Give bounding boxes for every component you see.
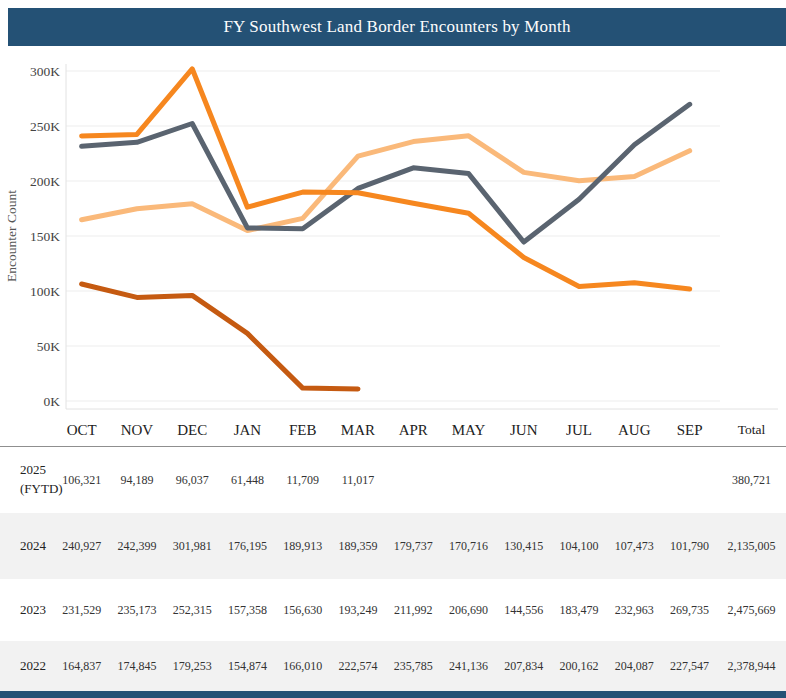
value-cell[interactable]: 242,399 bbox=[109, 539, 164, 554]
value-cell[interactable]: 106,321 bbox=[54, 473, 109, 488]
value-cell[interactable]: 193,249 bbox=[330, 603, 385, 618]
value-cell[interactable]: 130,415 bbox=[496, 539, 551, 554]
value-cell[interactable]: 207,834 bbox=[496, 659, 551, 674]
series-line-2025-fytd-[interactable] bbox=[82, 284, 358, 389]
value-cell[interactable]: 222,574 bbox=[330, 659, 385, 674]
footer-bar bbox=[0, 691, 786, 698]
value-cell[interactable]: 301,981 bbox=[165, 539, 220, 554]
value-cell[interactable]: 144,556 bbox=[496, 603, 551, 618]
row-label[interactable]: 2022 bbox=[0, 657, 54, 676]
column-header-apr[interactable]: APR bbox=[386, 422, 441, 439]
value-cell[interactable]: 107,473 bbox=[607, 539, 662, 554]
column-header-aug[interactable]: AUG bbox=[607, 422, 662, 439]
value-cell[interactable]: 164,837 bbox=[54, 659, 109, 674]
y-tick-label: 250K bbox=[30, 119, 60, 134]
value-cell[interactable]: 176,195 bbox=[220, 539, 275, 554]
total-cell[interactable]: 2,135,005 bbox=[717, 539, 786, 554]
value-cell[interactable]: 189,359 bbox=[330, 539, 385, 554]
y-tick-label: 200K bbox=[30, 174, 60, 189]
column-header-dec[interactable]: DEC bbox=[165, 422, 220, 439]
title-bar: FY Southwest Land Border Encounters by M… bbox=[8, 8, 786, 46]
table-row: 2022164,837174,845179,253154,874166,0102… bbox=[0, 641, 786, 691]
column-header-oct[interactable]: OCT bbox=[54, 422, 109, 439]
row-label[interactable]: 2025 (FYTD) bbox=[0, 461, 54, 499]
value-cell[interactable]: 231,529 bbox=[54, 603, 109, 618]
value-cell[interactable]: 157,358 bbox=[220, 603, 275, 618]
table-row: 2025 (FYTD)106,32194,18996,03761,44811,7… bbox=[0, 447, 786, 513]
column-header-feb[interactable]: FEB bbox=[275, 422, 330, 439]
value-cell[interactable]: 232,963 bbox=[607, 603, 662, 618]
table-row: 2024240,927242,399301,981176,195189,9131… bbox=[0, 513, 786, 579]
y-tick-label: 50K bbox=[37, 339, 61, 354]
y-tick-label: 300K bbox=[30, 64, 60, 79]
column-header-mar[interactable]: MAR bbox=[330, 422, 385, 439]
y-tick-label: 100K bbox=[30, 284, 60, 299]
value-cell[interactable]: 183,479 bbox=[551, 603, 606, 618]
series-line-2023[interactable] bbox=[82, 104, 690, 242]
total-cell[interactable]: 380,721 bbox=[717, 473, 786, 488]
total-cell[interactable]: 2,378,944 bbox=[717, 659, 786, 674]
value-cell[interactable]: 252,315 bbox=[165, 603, 220, 618]
value-cell[interactable]: 94,189 bbox=[109, 473, 164, 488]
report-container: FY Southwest Land Border Encounters by M… bbox=[0, 8, 786, 698]
value-cell[interactable]: 170,716 bbox=[441, 539, 496, 554]
y-tick-label: 0K bbox=[44, 394, 61, 409]
column-header-may[interactable]: MAY bbox=[441, 422, 496, 439]
value-cell[interactable]: 204,087 bbox=[607, 659, 662, 674]
value-cell[interactable]: 227,547 bbox=[662, 659, 717, 674]
value-cell[interactable]: 154,874 bbox=[220, 659, 275, 674]
value-cell[interactable]: 61,448 bbox=[220, 473, 275, 488]
value-cell[interactable]: 174,845 bbox=[109, 659, 164, 674]
y-tick-label: 150K bbox=[30, 229, 60, 244]
value-cell[interactable]: 11,017 bbox=[330, 473, 385, 488]
page-title: FY Southwest Land Border Encounters by M… bbox=[223, 17, 570, 37]
column-header-sep[interactable]: SEP bbox=[662, 422, 717, 439]
value-cell[interactable]: 241,136 bbox=[441, 659, 496, 674]
value-cell[interactable]: 101,790 bbox=[662, 539, 717, 554]
encounters-line-chart[interactable]: 0K 50K 100K 150K 200K 250K 300K Encounter Count bbox=[0, 46, 786, 414]
value-cell[interactable]: 206,690 bbox=[441, 603, 496, 618]
column-header-total[interactable]: Total bbox=[717, 422, 786, 438]
value-cell[interactable]: 235,785 bbox=[386, 659, 441, 674]
row-label[interactable]: 2024 bbox=[0, 537, 54, 556]
value-cell[interactable]: 166,010 bbox=[275, 659, 330, 674]
value-cell[interactable]: 11,709 bbox=[275, 473, 330, 488]
value-cell[interactable]: 211,992 bbox=[386, 603, 441, 618]
value-cell[interactable]: 96,037 bbox=[165, 473, 220, 488]
row-label[interactable]: 2023 bbox=[0, 601, 54, 620]
value-cell[interactable]: 179,737 bbox=[386, 539, 441, 554]
value-cell[interactable]: 269,735 bbox=[662, 603, 717, 618]
value-cell[interactable]: 179,253 bbox=[165, 659, 220, 674]
column-header-nov[interactable]: NOV bbox=[109, 422, 164, 439]
table-header-row: OCTNOVDECJANFEBMARAPRMAYJUNJULAUGSEPTota… bbox=[0, 414, 786, 446]
table-row: 2023231,529235,173252,315157,358156,6301… bbox=[0, 579, 786, 641]
column-header-jun[interactable]: JUN bbox=[496, 422, 551, 439]
value-cell[interactable]: 104,100 bbox=[551, 539, 606, 554]
value-cell[interactable]: 189,913 bbox=[275, 539, 330, 554]
value-cell[interactable]: 235,173 bbox=[109, 603, 164, 618]
value-cell[interactable]: 200,162 bbox=[551, 659, 606, 674]
y-axis-title: Encounter Count bbox=[4, 190, 19, 282]
chart-area: 0K 50K 100K 150K 200K 250K 300K Encounter Count bbox=[0, 46, 786, 414]
column-header-jan[interactable]: JAN bbox=[220, 422, 275, 439]
table-body: 2025 (FYTD)106,32194,18996,03761,44811,7… bbox=[0, 446, 786, 691]
value-cell[interactable]: 240,927 bbox=[54, 539, 109, 554]
total-cell[interactable]: 2,475,669 bbox=[717, 603, 786, 618]
value-cell[interactable]: 156,630 bbox=[275, 603, 330, 618]
column-header-jul[interactable]: JUL bbox=[551, 422, 606, 439]
